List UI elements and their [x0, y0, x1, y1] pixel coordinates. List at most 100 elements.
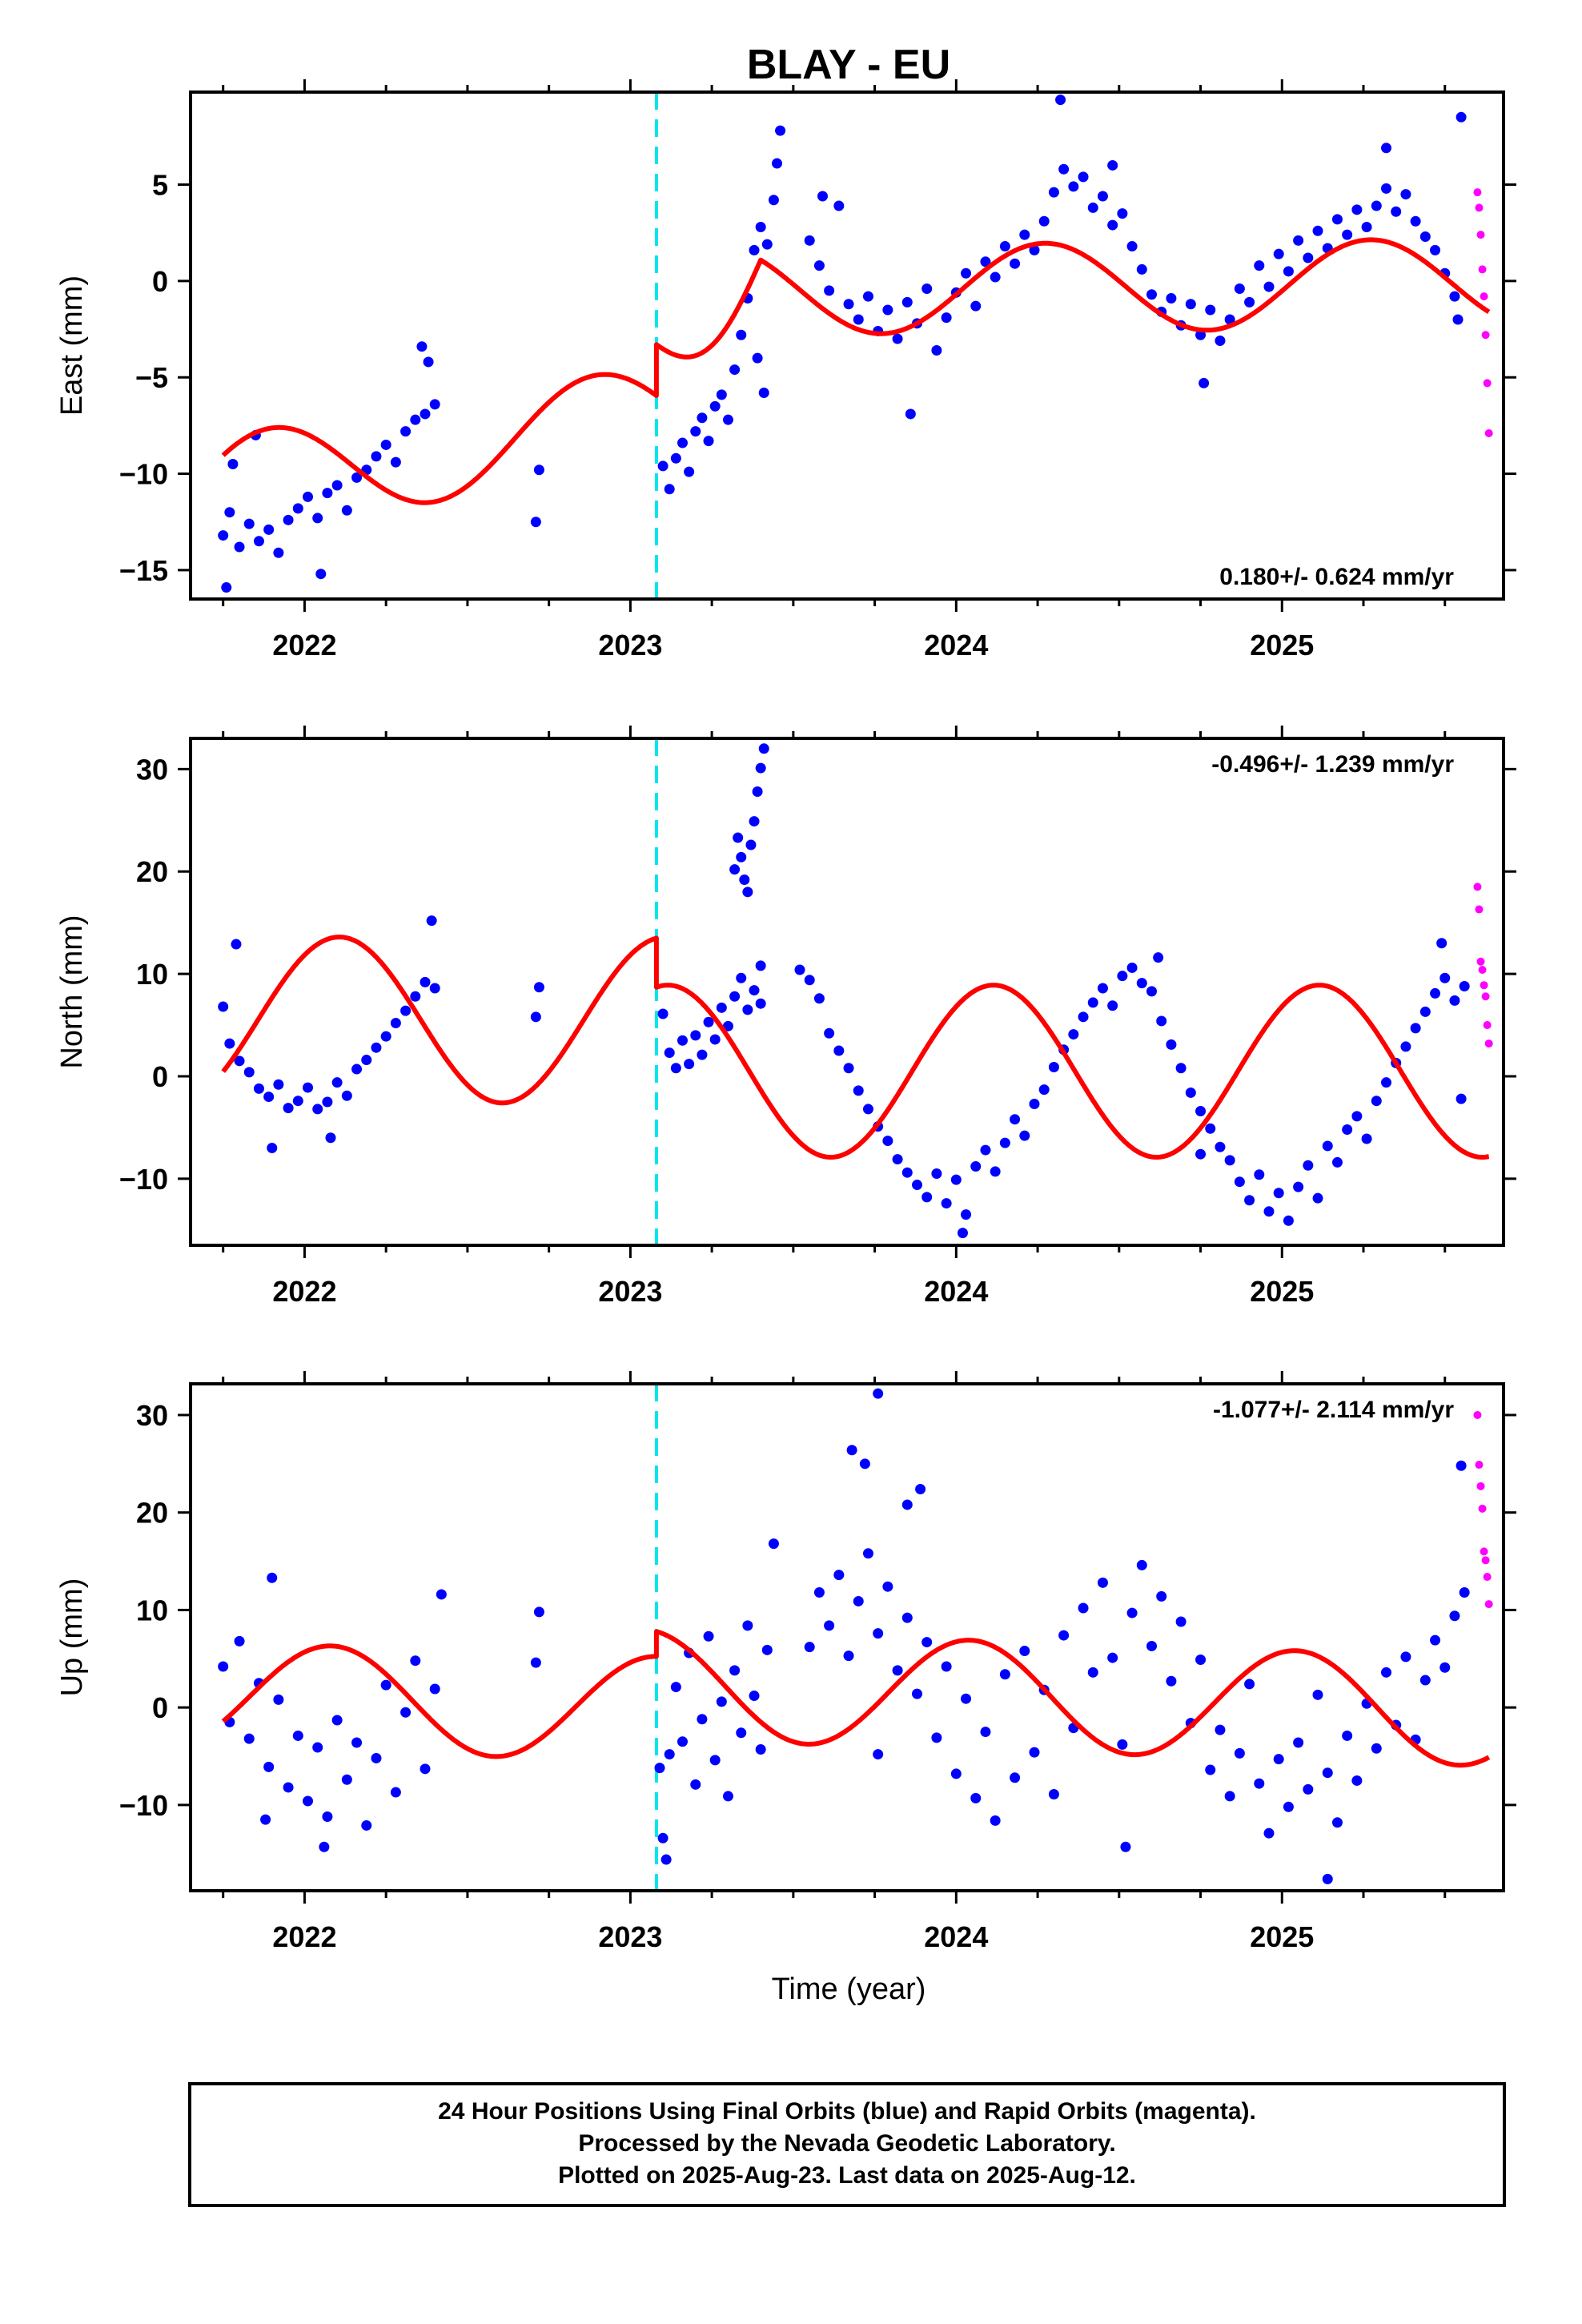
- north-final-point: [429, 983, 440, 994]
- north-final-point: [1303, 1160, 1314, 1171]
- east-final-point: [1107, 159, 1118, 171]
- up-final-point: [742, 1620, 753, 1631]
- east-final-point: [1430, 244, 1441, 255]
- north-final-point: [1293, 1181, 1304, 1192]
- north-final-point: [990, 1166, 1001, 1177]
- east-final-point: [1166, 293, 1177, 304]
- east-final-point: [1419, 231, 1431, 243]
- east-final-point: [1410, 215, 1421, 227]
- north-final-point: [1283, 1215, 1294, 1226]
- north-final-point: [755, 998, 766, 1009]
- north-final-point: [980, 1144, 991, 1156]
- north-final-point: [1342, 1124, 1353, 1135]
- east-final-point: [772, 158, 783, 169]
- up-final-point: [846, 1445, 857, 1456]
- up-final-point: [657, 1832, 669, 1844]
- up-final-point: [1351, 1775, 1363, 1786]
- up-final-point: [853, 1595, 864, 1606]
- north-final-point: [657, 1008, 669, 1019]
- north-final-point: [410, 991, 421, 1002]
- up-final-point: [677, 1736, 688, 1747]
- east-plot-area: [191, 92, 1504, 599]
- north-final-point: [1195, 1105, 1207, 1116]
- north-final-point: [322, 1096, 333, 1108]
- north-final-point: [1010, 1114, 1021, 1125]
- north-y-tick-label: 0: [152, 1060, 168, 1093]
- north-final-point: [755, 960, 766, 971]
- east-final-point: [263, 524, 275, 535]
- east-final-point: [1107, 219, 1118, 231]
- north-final-point: [1322, 1140, 1333, 1152]
- east-final-point: [341, 505, 352, 516]
- north-final-point: [400, 1005, 412, 1016]
- east-final-point: [775, 125, 786, 136]
- up-y-tick-label: 30: [136, 1399, 168, 1432]
- north-final-point: [371, 1042, 382, 1053]
- north-final-point: [312, 1104, 323, 1115]
- up-final-point: [331, 1715, 343, 1726]
- up-rapid-point: [1481, 1556, 1490, 1565]
- north-final-point: [420, 976, 431, 987]
- up-final-point: [1312, 1689, 1323, 1700]
- up-x-tick-label: 2024: [924, 1920, 988, 1953]
- east-final-point: [1185, 299, 1196, 310]
- east-final-point: [429, 399, 440, 410]
- up-final-point: [1254, 1778, 1265, 1789]
- east-panel: 2022 2023 2024 2025 −15 −10 −5 0 5 East (mm) 0.180…: [55, 79, 1516, 661]
- north-final-point: [1351, 1111, 1363, 1122]
- up-y-tick-label: −10: [119, 1789, 168, 1822]
- up-final-point: [1419, 1675, 1431, 1686]
- east-final-point: [351, 472, 363, 483]
- east-final-point: [1312, 225, 1323, 236]
- north-final-point: [739, 874, 750, 885]
- north-final-point: [1156, 1015, 1167, 1027]
- north-final-point: [1419, 1006, 1431, 1017]
- up-final-point: [915, 1483, 926, 1494]
- east-final-point: [1136, 263, 1147, 275]
- north-rapid-point: [1478, 966, 1487, 975]
- north-final-point: [1136, 978, 1147, 989]
- north-final-point: [804, 975, 815, 986]
- east-final-point: [1244, 296, 1255, 308]
- north-final-point: [892, 1154, 903, 1165]
- up-rapid-point: [1484, 1600, 1493, 1609]
- up-final-point: [341, 1774, 352, 1785]
- east-final-point: [1055, 94, 1066, 106]
- east-final-point: [1391, 206, 1402, 217]
- up-final-point: [1449, 1610, 1460, 1622]
- up-final-point: [1322, 1767, 1333, 1779]
- north-x-tick-label: 2025: [1250, 1275, 1314, 1308]
- east-final-point: [862, 291, 873, 302]
- east-final-point: [941, 312, 952, 324]
- east-final-point: [1058, 163, 1070, 175]
- east-final-point: [729, 364, 741, 376]
- east-rapid-point: [1480, 292, 1488, 301]
- north-rapid-point: [1484, 1039, 1493, 1048]
- up-final-point: [722, 1791, 733, 1802]
- east-final-point: [1331, 214, 1343, 225]
- east-final-point: [221, 582, 232, 593]
- east-final-point: [736, 329, 747, 340]
- east-final-point: [243, 518, 255, 529]
- east-final-point: [999, 241, 1010, 252]
- north-final-point: [1410, 1023, 1421, 1034]
- up-final-point: [709, 1755, 721, 1766]
- east-rapid-point: [1475, 203, 1484, 212]
- up-final-point: [901, 1499, 913, 1510]
- east-rapid-point: [1473, 188, 1482, 197]
- north-plot-area: [191, 738, 1504, 1245]
- east-final-point: [990, 271, 1001, 283]
- up-final-point: [1380, 1667, 1391, 1678]
- north-final-point: [677, 1035, 688, 1046]
- up-x-tick-label: 2025: [1250, 1920, 1314, 1953]
- east-final-point: [817, 191, 828, 202]
- north-final-point: [341, 1090, 352, 1101]
- up-final-point: [892, 1665, 903, 1676]
- up-final-point: [873, 1388, 884, 1399]
- up-final-point: [410, 1655, 421, 1667]
- north-final-point: [1331, 1156, 1343, 1168]
- chart-title: BLAY - EU: [747, 42, 950, 88]
- up-final-point: [1097, 1577, 1108, 1588]
- north-final-point: [931, 1168, 942, 1179]
- north-final-point: [755, 762, 766, 774]
